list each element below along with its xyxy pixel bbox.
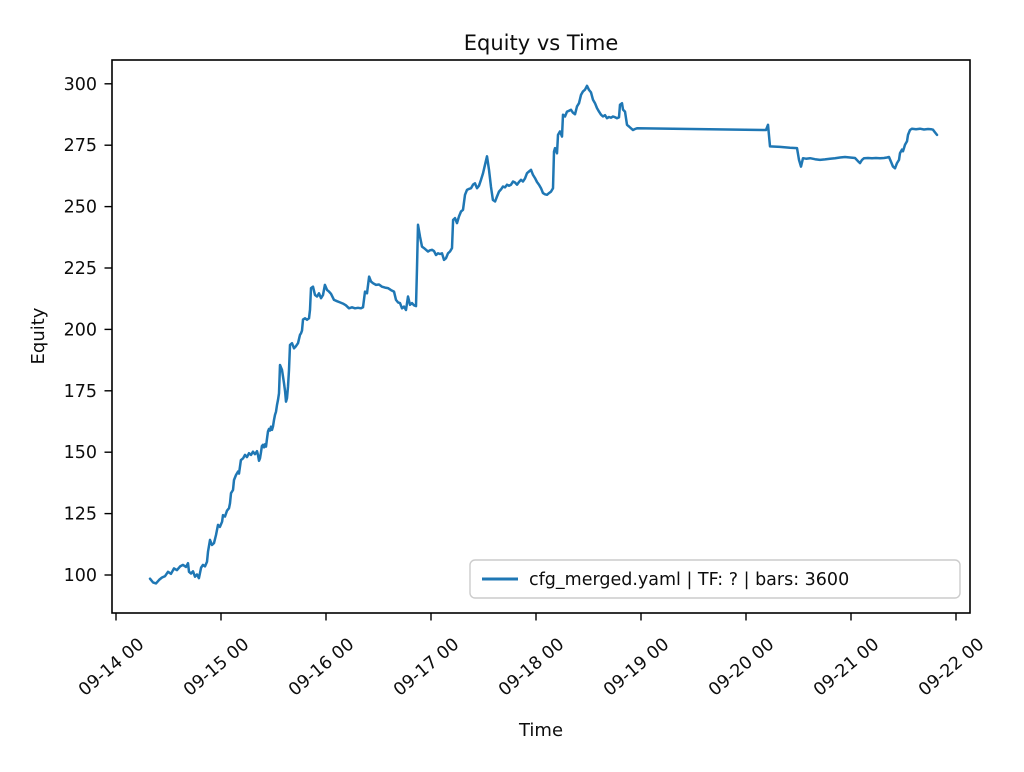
- y-tick-label: 200: [64, 320, 97, 340]
- x-tick-label: 09-18 00: [495, 635, 568, 701]
- y-tick-label: 175: [64, 382, 97, 402]
- y-axis-ticks: 100 125 150 175 200 225 250 275 300: [64, 75, 112, 586]
- y-tick-label: 300: [64, 75, 97, 95]
- y-tick-label: 150: [64, 443, 97, 463]
- x-tick-label: 09-21 00: [810, 635, 883, 701]
- y-tick-label: 100: [64, 566, 97, 586]
- x-tick-label: 09-19 00: [600, 635, 673, 701]
- y-axis-label: Equity: [28, 307, 49, 364]
- x-tick-label: 09-15 00: [180, 635, 253, 701]
- x-axis-label: Time: [518, 720, 563, 741]
- plot-area: [112, 60, 970, 613]
- legend-label: cfg_merged.yaml | TF: ? | bars: 3600: [529, 570, 849, 590]
- equity-line-series: [148, 84, 939, 585]
- x-tick-label: 09-17 00: [390, 635, 463, 701]
- x-tick-label: 09-20 00: [705, 635, 778, 701]
- chart-title: Equity vs Time: [464, 31, 619, 55]
- axes-spines: [111, 59, 971, 614]
- x-tick-label: 09-22 00: [915, 635, 988, 701]
- y-tick-label: 225: [64, 259, 97, 279]
- legend-box: [469, 559, 961, 599]
- y-tick-label: 275: [64, 136, 97, 156]
- x-tick-label: 09-16 00: [285, 635, 358, 701]
- legend: cfg_merged.yaml | TF: ? | bars: 3600: [469, 559, 961, 599]
- y-tick-label: 250: [64, 198, 97, 218]
- x-tick-label: 09-14 00: [75, 635, 148, 701]
- y-tick-label: 125: [64, 505, 97, 525]
- x-axis-ticks: 09-14 00 09-15 00 09-16 00 09-17 00 09-18 00…: [75, 613, 988, 700]
